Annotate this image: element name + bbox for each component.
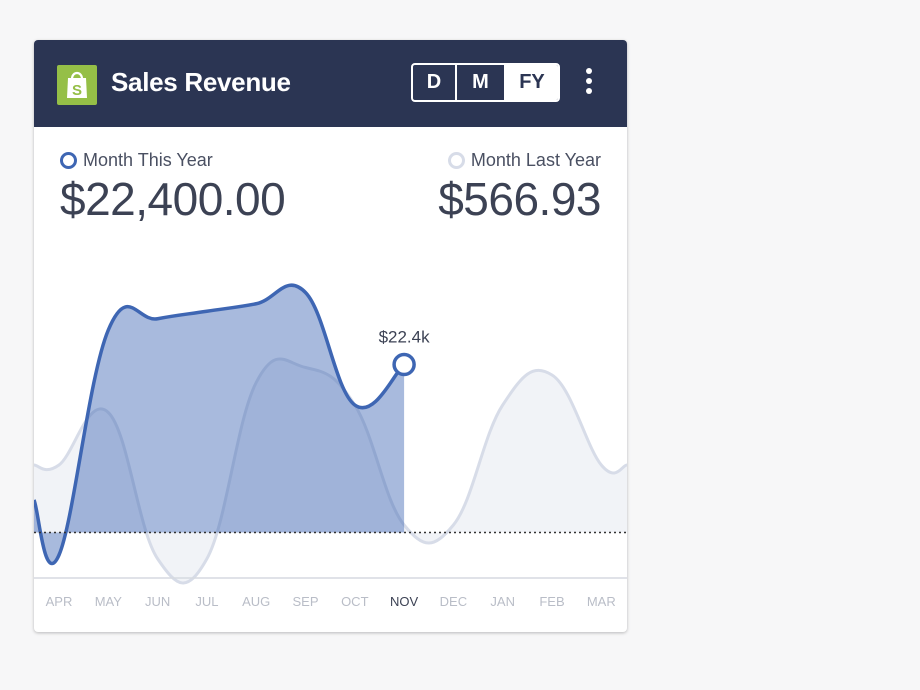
legend-last: Month Last Year [447,150,601,171]
x-tick-label: FEB [539,594,564,609]
more-vertical-icon[interactable] [582,68,596,98]
current-value: $22,400.00 [60,173,286,225]
x-tick-label: JUL [195,594,218,609]
x-tick-label: JUN [145,594,170,609]
current-series-marker-icon [60,152,77,169]
revenue-chart: $22.4k APR MAY JUN JUL AUG SEP OCT NOV DEC JAN FEB M… [34,283,627,609]
last-series-marker-icon [447,152,465,169]
shopify-bag-icon: S [57,65,97,105]
period-month-button[interactable]: M [457,65,506,100]
x-tick-label: SEP [292,594,318,609]
period-day-button[interactable]: D [413,65,457,100]
x-tick-label: DEC [440,594,467,609]
x-tick-label: MAR [587,594,616,609]
period-fiscal-year-button[interactable]: FY [506,65,558,100]
legend-current: Month This Year [60,150,213,171]
period-selector: D M FY [411,63,560,102]
last-value: $566.93 [438,173,601,225]
card-title: Sales Revenue [111,67,291,97]
x-tick-label: NOV [390,594,419,609]
this-year-area [34,285,405,564]
legend-last-label: Month Last Year [470,150,601,170]
current-point-marker [392,352,416,377]
legend-current-label: Month This Year [83,150,213,170]
x-tick-label: MAY [95,594,123,609]
this-year-line [34,283,406,566]
last-year-area [34,358,627,583]
card-header: S Sales Revenue D M FY [34,40,627,127]
current-point-label: $22.4k [379,328,431,347]
x-tick-label: OCT [341,594,369,609]
x-tick-label: JAN [490,594,515,609]
x-tick-label: AUG [242,594,270,609]
x-tick-label: APR [46,594,73,609]
last-year-line [34,357,627,585]
sales-revenue-card: S Sales Revenue D M FY Month This Year $… [34,40,627,632]
svg-text:S: S [72,82,82,99]
